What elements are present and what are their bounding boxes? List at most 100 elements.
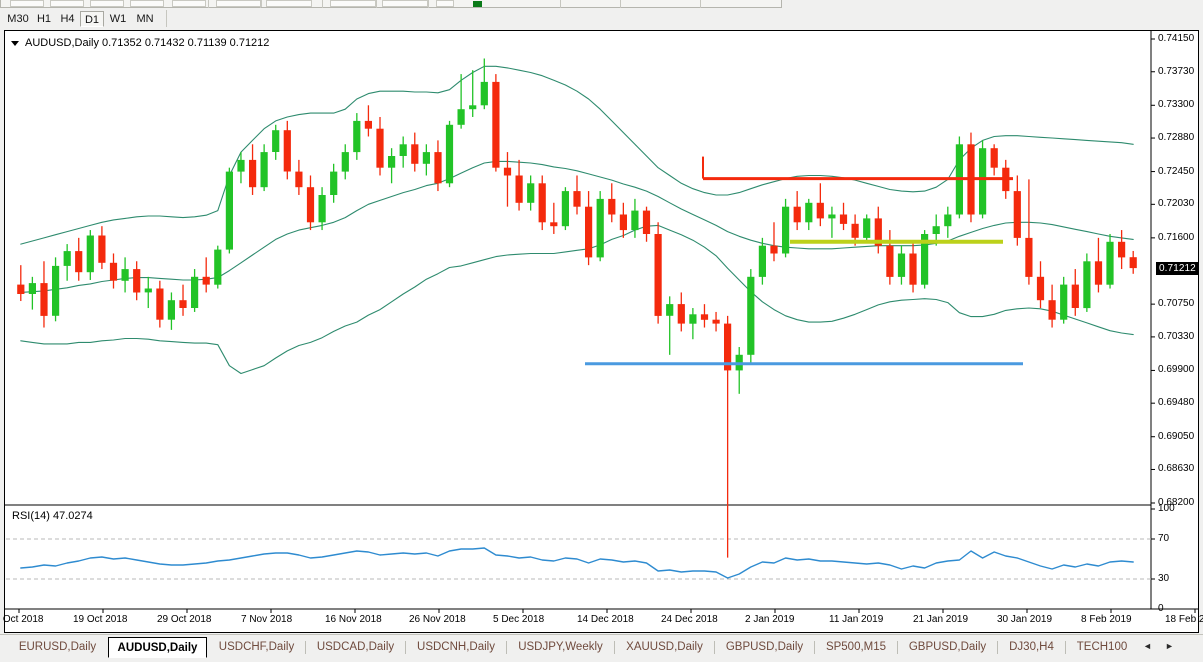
date-axis-label: 7 Nov 2018 bbox=[241, 614, 293, 625]
chart-tab-usdcad-daily[interactable]: USDCAD,Daily bbox=[316, 641, 395, 653]
candle-body bbox=[724, 323, 732, 371]
toolbar-button-5[interactable] bbox=[216, 0, 262, 7]
candlestick-series bbox=[17, 58, 1137, 558]
candle-body bbox=[770, 245, 778, 254]
candle-body bbox=[179, 300, 187, 308]
chart-tab-gbpusd-daily[interactable]: GBPUSD,Daily bbox=[908, 641, 987, 653]
candle-body bbox=[260, 152, 268, 188]
date-axis-label: 24 Dec 2018 bbox=[661, 614, 718, 625]
price-axis-label: 0.72450 bbox=[1158, 165, 1195, 177]
candle-body bbox=[388, 156, 396, 168]
candle-body bbox=[1060, 284, 1068, 320]
candle-body bbox=[214, 249, 222, 285]
toolbar-separator-5 bbox=[560, 0, 561, 8]
chart-tab-divider bbox=[1065, 641, 1066, 654]
chart-tab-audusd-daily[interactable]: AUDUSD,Daily bbox=[108, 637, 207, 658]
price-axis-label: 0.70330 bbox=[1158, 330, 1195, 342]
toolbar-button-2[interactable] bbox=[90, 0, 124, 7]
toolbar-button-9[interactable] bbox=[436, 0, 454, 7]
date-axis-label: 19 Oct 2018 bbox=[73, 614, 128, 625]
candle-body bbox=[990, 148, 998, 168]
chart-tab-dj30-h4[interactable]: DJ30,H4 bbox=[1009, 641, 1054, 653]
top-toolbar-stub bbox=[0, 0, 1203, 9]
date-axis-label: 11 Jan 2019 bbox=[829, 614, 884, 625]
toolbar-separator-6 bbox=[620, 0, 621, 8]
price-axis-label: 0.69900 bbox=[1158, 364, 1195, 376]
date-axis-label: 29 Oct 2018 bbox=[157, 614, 212, 625]
candle-body bbox=[1106, 241, 1114, 285]
candle-body bbox=[422, 152, 430, 164]
candle-body bbox=[782, 206, 790, 254]
chart-tab-divider bbox=[814, 641, 815, 654]
tab-scroll-right-icon[interactable]: ► bbox=[1165, 641, 1174, 651]
chart-symbol-header: AUDUSD,Daily 0.71352 0.71432 0.71139 0.7… bbox=[11, 36, 269, 50]
candle-body bbox=[63, 251, 71, 266]
candle-body bbox=[52, 265, 60, 316]
price-axis-label: 0.72030 bbox=[1158, 198, 1195, 210]
candle-body bbox=[585, 206, 593, 258]
candle-body bbox=[98, 235, 106, 263]
toolbar-button-8[interactable] bbox=[382, 0, 428, 7]
chevron-down-icon[interactable] bbox=[11, 40, 19, 46]
candle-body bbox=[75, 251, 83, 273]
rsi-line bbox=[20, 547, 1134, 579]
toolbar-button-3[interactable] bbox=[130, 0, 164, 7]
toolbar-button-4[interactable] bbox=[172, 0, 206, 7]
chart-tab-xauusd-daily[interactable]: XAUUSD,Daily bbox=[626, 641, 703, 653]
chart-tab-tech100[interactable]: TECH100 bbox=[1076, 641, 1128, 653]
chart-tab-usdjpy-weekly[interactable]: USDJPY,Weekly bbox=[518, 641, 603, 653]
chart-tab-divider bbox=[714, 641, 715, 654]
candle-body bbox=[330, 171, 338, 195]
timeframe-tab-w1[interactable]: W1 bbox=[109, 13, 127, 25]
price-axis-label: 0.68200 bbox=[1158, 497, 1195, 508]
chart-tab-usdchf-daily[interactable]: USDCHF,Daily bbox=[218, 641, 295, 653]
tab-scroll-left-icon[interactable]: ◄ bbox=[1143, 641, 1152, 651]
candle-body bbox=[805, 202, 813, 223]
candle-body bbox=[225, 171, 233, 250]
candle-body bbox=[167, 300, 175, 320]
timeframe-tab-h1[interactable]: H1 bbox=[36, 13, 52, 25]
horizontal-level-lines bbox=[585, 156, 1023, 366]
timeframe-tab-d1[interactable]: D1 bbox=[80, 11, 104, 27]
chart-canvas[interactable] bbox=[5, 31, 1198, 632]
bollinger-bands bbox=[20, 65, 1134, 375]
candle-body bbox=[573, 191, 581, 207]
chart-tab-strip: EURUSD,Daily AUDUSD,Daily USDCHF,Daily USDC… bbox=[0, 634, 1203, 662]
candle-body bbox=[932, 226, 940, 234]
candle-body bbox=[469, 105, 477, 110]
candle-body bbox=[608, 198, 616, 215]
candle-body bbox=[1094, 261, 1103, 285]
candle-body bbox=[747, 276, 755, 355]
chart-tab-usdcnh-daily[interactable]: USDCNH,Daily bbox=[417, 641, 495, 653]
chart-tab-eurusd-daily[interactable]: EURUSD,Daily bbox=[18, 641, 97, 653]
timeframe-tab-mn[interactable]: MN bbox=[136, 13, 154, 25]
candle-body bbox=[874, 218, 882, 246]
candle-body bbox=[897, 253, 906, 277]
price-axis-label: 0.68630 bbox=[1158, 463, 1195, 475]
timeframe-tab-h4[interactable]: H4 bbox=[60, 13, 75, 25]
candle-body bbox=[527, 183, 535, 203]
chart-tab-divider bbox=[405, 641, 406, 654]
toolbar-button-0[interactable] bbox=[10, 0, 44, 7]
toolbar-separator-7 bbox=[700, 0, 701, 8]
toolbar-button-6[interactable] bbox=[266, 0, 312, 7]
rsi-level-lines bbox=[6, 508, 1155, 610]
chart-tab-gbpusd-daily[interactable]: GBPUSD,Daily bbox=[725, 641, 804, 653]
toolbar-separator-3 bbox=[376, 0, 377, 8]
chart-window[interactable]: AUDUSD,Daily 0.71352 0.71432 0.71139 0.7… bbox=[0, 30, 1203, 633]
date-axis-label: 2 Jan 2019 bbox=[745, 614, 795, 625]
chart-tab-sp500-m15[interactable]: SP500,M15 bbox=[825, 641, 887, 653]
toolbar-button-1[interactable] bbox=[50, 0, 84, 7]
date-axis-label: 5 Dec 2018 bbox=[493, 614, 545, 625]
candle-body bbox=[156, 288, 164, 320]
candle-body bbox=[28, 283, 36, 294]
candle-body bbox=[341, 152, 349, 172]
candle-body bbox=[515, 175, 523, 203]
toolbar-button-7[interactable] bbox=[330, 0, 376, 7]
timeframe-tab-m30[interactable]: M30 bbox=[7, 13, 29, 25]
timeframe-toolbar: M30 H1 H4 D1 W1 MN bbox=[0, 9, 1203, 28]
date-axis-label: 10 Oct 2018 bbox=[0, 614, 44, 625]
candle-body bbox=[631, 210, 639, 231]
candle-body bbox=[492, 81, 500, 168]
date-axis-label: 14 Dec 2018 bbox=[577, 614, 634, 625]
